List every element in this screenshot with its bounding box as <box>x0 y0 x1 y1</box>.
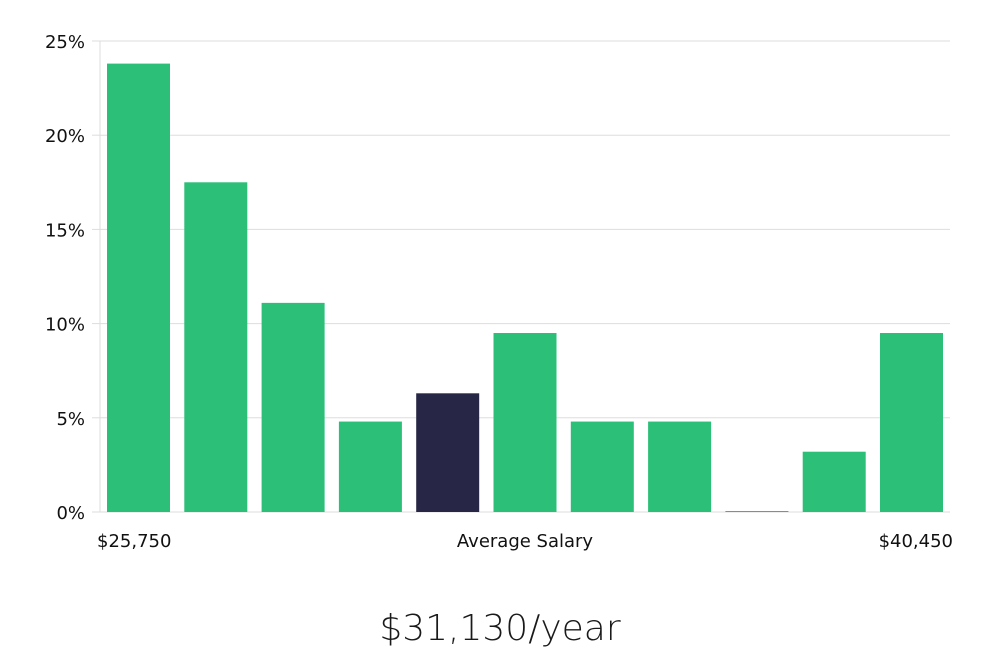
bar <box>493 333 557 512</box>
bar <box>648 421 712 512</box>
average-salary-value: $31,130/year <box>379 608 621 649</box>
y-tick-label: 20% <box>45 126 85 147</box>
bar <box>725 511 789 512</box>
y-tick-label: 10% <box>45 315 85 336</box>
x-min-label: $25,750 <box>97 531 171 552</box>
y-tick-label: 0% <box>56 503 85 524</box>
bar <box>416 393 480 512</box>
bar <box>570 421 634 512</box>
x-axis-label: Average Salary <box>457 531 594 552</box>
bar <box>338 421 402 512</box>
y-tick-label: 5% <box>56 409 85 430</box>
bar <box>261 302 325 512</box>
x-max-label: $40,450 <box>879 531 953 552</box>
bar <box>107 63 170 512</box>
salary-histogram: 0% 5% 10% 15% 20% 25% $25,750 Average Salary $40… <box>45 32 953 552</box>
y-tick-label: 15% <box>45 220 85 241</box>
bar <box>184 182 248 513</box>
bar <box>802 451 866 512</box>
bar <box>880 333 943 512</box>
y-tick-label: 25% <box>45 32 85 53</box>
